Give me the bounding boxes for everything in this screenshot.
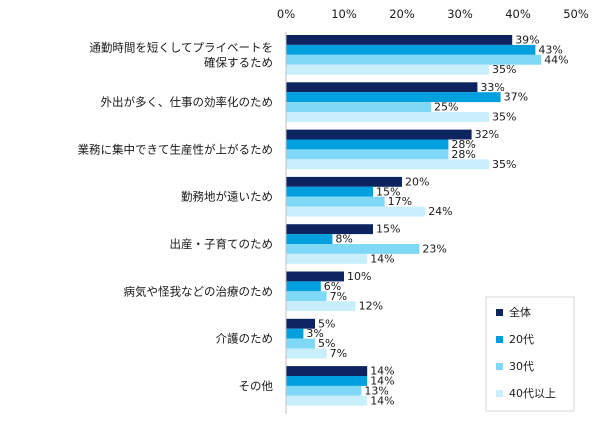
data-label: 35%	[492, 63, 516, 76]
bar	[286, 366, 368, 376]
category-labels: 通勤時間を短くしてプライベートを確保するため外出が多く、仕事の効率化のため業務に…	[78, 40, 274, 393]
data-label: 7%	[330, 347, 347, 360]
data-label: 28%	[451, 148, 475, 161]
legend-swatch	[496, 390, 503, 397]
data-label: 3%	[306, 327, 323, 340]
bar	[286, 318, 315, 329]
data-label: 33%	[480, 81, 504, 94]
category-label: 確保するため	[204, 55, 273, 69]
data-label: 15%	[376, 223, 400, 236]
category-label: 外出が多く、仕事の効率化のため	[101, 95, 274, 109]
data-label: 14%	[370, 394, 394, 407]
x-tick-label: 50%	[563, 7, 589, 21]
bar	[286, 196, 385, 207]
bar	[286, 35, 513, 45]
bar	[286, 102, 431, 112]
data-label: 44%	[544, 53, 568, 66]
data-label: 35%	[492, 158, 516, 171]
bar	[286, 385, 362, 396]
bar	[286, 44, 536, 55]
data-label: 5%	[318, 317, 335, 330]
bar	[286, 159, 489, 170]
bars	[286, 35, 542, 406]
bar	[286, 92, 501, 103]
bar	[286, 271, 344, 282]
data-label: 28%	[451, 138, 475, 151]
x-tick-label: 40%	[505, 7, 531, 21]
bar	[286, 149, 449, 160]
legend-swatch	[496, 309, 503, 316]
data-label: 20%	[405, 175, 429, 188]
data-label: 6%	[324, 280, 341, 293]
data-label: 32%	[475, 128, 499, 141]
data-label: 14%	[370, 252, 394, 265]
legend-swatch	[496, 363, 503, 370]
data-label: 17%	[388, 195, 412, 208]
legend-swatch	[496, 336, 503, 343]
data-label: 14%	[370, 365, 394, 378]
x-tick-label: 0%	[277, 7, 295, 21]
bar	[286, 244, 420, 254]
x-tick-label: 30%	[447, 7, 473, 21]
legend-label: 30代	[509, 360, 534, 373]
bar	[286, 64, 489, 75]
x-axis-ticks: 0% 10% 20% 30% 40% 50%	[277, 7, 589, 21]
bar	[286, 291, 327, 302]
bar	[286, 348, 327, 359]
legend-label: 20代	[509, 333, 534, 346]
bar	[286, 206, 426, 217]
category-label: 勤務地が遠いため	[181, 190, 273, 204]
legend-label: 全体	[509, 305, 531, 319]
bar	[286, 301, 356, 312]
bar	[286, 328, 304, 339]
data-label: 5%	[318, 337, 335, 350]
legend: 全体 20代 30代 40代以上	[485, 296, 575, 412]
x-tick-label: 10%	[331, 7, 357, 21]
category-label: 出産・子育てのため	[170, 237, 274, 251]
data-label: 35%	[492, 111, 516, 124]
data-label: 7%	[330, 290, 347, 303]
category-label: 介護のため	[216, 332, 274, 346]
bar	[286, 112, 489, 122]
data-labels: 39%43%44% 35% 33%37% 25% 35% 32%28%28% 35% 20% 1…	[306, 34, 568, 408]
bar	[286, 224, 373, 235]
data-label: 39%	[515, 34, 539, 47]
data-label: 24%	[428, 205, 452, 218]
data-label: 13%	[364, 384, 388, 397]
data-label: 37%	[504, 91, 528, 104]
bar	[286, 186, 373, 197]
data-label: 8%	[335, 233, 352, 246]
category-label: 通勤時間を短くしてプライベートを	[89, 40, 273, 54]
x-tick-label: 20%	[389, 7, 415, 21]
data-label: 43%	[538, 43, 562, 56]
data-label: 10%	[347, 270, 371, 283]
data-label: 23%	[422, 243, 446, 256]
bar	[286, 82, 478, 93]
bar	[286, 54, 542, 65]
data-label: 25%	[434, 101, 458, 114]
legend-label: 40代以上	[509, 387, 556, 400]
bar	[286, 139, 449, 150]
data-label: 12%	[359, 300, 383, 313]
bar	[286, 395, 368, 406]
category-label: その他	[239, 379, 274, 393]
category-label: 病気や怪我などの治療のため	[124, 284, 274, 298]
bar	[286, 338, 315, 349]
bar	[286, 129, 472, 140]
bar	[286, 253, 368, 264]
data-label: 15%	[376, 185, 400, 198]
bar	[286, 376, 368, 386]
bar	[286, 176, 402, 187]
bar	[286, 234, 333, 244]
bar	[286, 281, 321, 292]
category-label: 業務に集中できて生産性が上がるため	[78, 142, 274, 156]
data-label: 14%	[370, 375, 394, 388]
